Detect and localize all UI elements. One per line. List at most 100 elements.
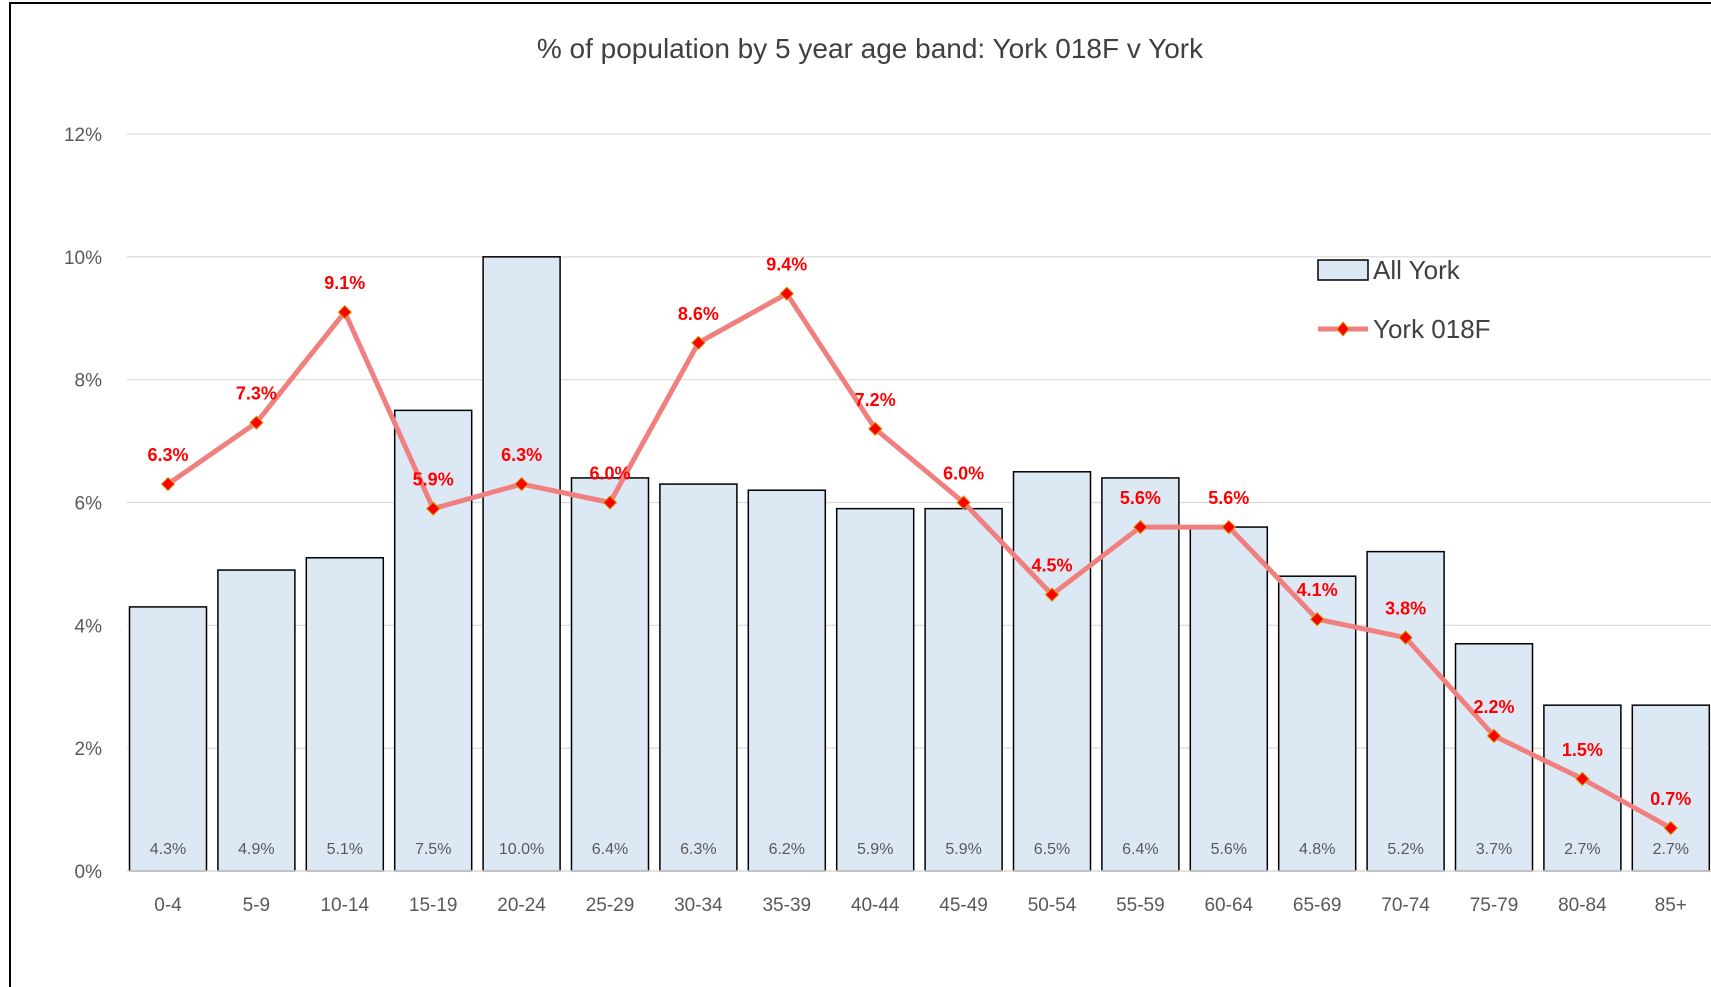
line-point-marker	[691, 335, 706, 351]
bar-data-label: 4.9%	[238, 841, 274, 858]
bar-data-label: 5.2%	[1387, 841, 1423, 858]
bar	[393, 409, 473, 872]
line-data-label: 9.1%	[324, 273, 365, 293]
bar	[659, 483, 738, 872]
line-data-label: 8.6%	[678, 304, 719, 324]
bar	[1454, 643, 1534, 872]
line-data-label: 4.5%	[1031, 556, 1072, 576]
bar	[570, 477, 650, 872]
y-tick-label: 4%	[75, 616, 103, 637]
line-point-marker	[425, 501, 441, 516]
legend-label-york-018f: York 018F	[1373, 314, 1491, 344]
line-data-label: 2.2%	[1473, 697, 1514, 717]
bar-data-label: 2.7%	[1564, 841, 1600, 858]
y-tick-label: 6%	[75, 494, 103, 515]
y-tick-label: 8%	[75, 371, 103, 392]
x-tick-label: 25-29	[586, 895, 635, 916]
line-data-label: 6.3%	[501, 445, 542, 465]
line-data-label: 4.1%	[1297, 580, 1338, 600]
bar-data-label: 5.6%	[1211, 841, 1247, 858]
line-point-marker	[337, 304, 353, 320]
bar-data-label: 5.9%	[945, 841, 981, 858]
x-tick-label: 40-44	[851, 895, 900, 916]
line-data-label: 9.4%	[766, 255, 807, 275]
bar-series-all-york	[128, 256, 1711, 872]
line-point-marker	[1133, 519, 1148, 535]
bar	[482, 256, 561, 872]
line-point-marker	[514, 476, 529, 492]
line-point-marker	[160, 476, 176, 492]
bar	[1189, 526, 1269, 872]
y-tick-label: 10%	[64, 248, 102, 269]
chart-frame	[9, 2, 1711, 987]
line-data-label: 6.0%	[589, 464, 630, 484]
x-tick-label: 20-24	[497, 895, 546, 916]
bar	[1012, 471, 1092, 872]
bar-data-label: 6.4%	[1122, 841, 1158, 858]
line-data-label: 5.6%	[1208, 488, 1249, 508]
x-tick-label: 30-34	[674, 895, 723, 916]
bar-data-label: 6.3%	[680, 841, 716, 858]
line-data-label: 3.8%	[1385, 599, 1426, 619]
bar-data-label: 6.2%	[769, 841, 805, 858]
line-point-marker	[1044, 587, 1060, 602]
line-data-label: 6.0%	[943, 464, 984, 484]
x-tick-label: 35-39	[762, 895, 811, 916]
x-tick-label: 75-79	[1470, 895, 1519, 916]
chart-title: % of population by 5 year age band: York…	[537, 33, 1204, 64]
bar-data-label: 4.3%	[150, 841, 186, 858]
line-data-label: 5.9%	[413, 470, 454, 490]
x-tick-label: 60-64	[1204, 895, 1253, 916]
line-point-marker	[1398, 630, 1413, 645]
y-axis-ticks: 0% 2% 4% 6% 8% 10% 12%	[64, 125, 102, 883]
x-tick-label: 80-84	[1558, 895, 1607, 916]
bar	[1366, 550, 1445, 872]
line-data-label: 0.7%	[1650, 789, 1691, 809]
bar-data-labels: 4.3% 4.9% 5.1% 7.5% 10.0% 6.4% 6.3% 6.2% 5.9% 5.9…	[150, 841, 1689, 858]
series-line	[166, 291, 1673, 831]
bar	[835, 507, 915, 872]
bar	[747, 489, 827, 872]
x-tick-label: 5-9	[243, 895, 270, 916]
line-data-label: 1.5%	[1562, 740, 1603, 760]
line-point-marker	[956, 495, 971, 510]
line-data-label: 7.3%	[236, 384, 277, 404]
bar-data-label: 6.5%	[1034, 841, 1070, 858]
x-tick-label: 65-69	[1293, 895, 1342, 916]
legend-swatch-all-york	[1317, 259, 1369, 281]
line-series-york-018f	[160, 286, 1679, 836]
x-tick-label: 70-74	[1381, 895, 1430, 916]
bar-data-label: 10.0%	[499, 841, 544, 858]
line-data-labels: 6.3% 7.3% 9.1% 5.9% 6.3% 6.0% 8.6% 9.4% 7.2% 6.0%…	[147, 255, 1691, 809]
bar	[128, 606, 208, 872]
x-tick-label: 55-59	[1116, 895, 1165, 916]
line-point-marker	[602, 495, 618, 510]
line-point-marker	[1575, 771, 1590, 787]
x-tick-label: 45-49	[939, 895, 988, 916]
bar-data-label: 5.1%	[327, 841, 363, 858]
line-point-marker	[1663, 820, 1679, 836]
bar-data-label: 7.5%	[415, 841, 451, 858]
x-tick-label: 85+	[1655, 895, 1687, 916]
bar	[1101, 477, 1180, 872]
line-point-marker	[1486, 728, 1502, 744]
line-point-marker	[1221, 519, 1237, 535]
x-tick-label: 0-4	[154, 895, 182, 916]
bar-data-label: 3.7%	[1476, 841, 1512, 858]
x-axis-ticks: 0-4 5-9 10-14 15-19 20-24 25-29 30-34 35-39 40-4…	[154, 895, 1687, 916]
line-data-label: 7.2%	[855, 390, 896, 410]
bar	[217, 569, 296, 872]
x-tick-label: 10-14	[320, 895, 369, 916]
bar-data-label: 2.7%	[1653, 841, 1689, 858]
legend-swatch-york-018f-marker	[1336, 321, 1350, 337]
bar	[305, 557, 385, 872]
bar	[924, 507, 1003, 872]
line-point-marker	[1309, 611, 1325, 627]
line-point-marker	[249, 415, 264, 430]
line-data-label: 5.6%	[1120, 488, 1161, 508]
bar-data-label: 6.4%	[592, 841, 628, 858]
y-tick-label: 2%	[75, 739, 103, 760]
bar	[1543, 704, 1622, 872]
y-tick-label: 12%	[64, 125, 102, 146]
